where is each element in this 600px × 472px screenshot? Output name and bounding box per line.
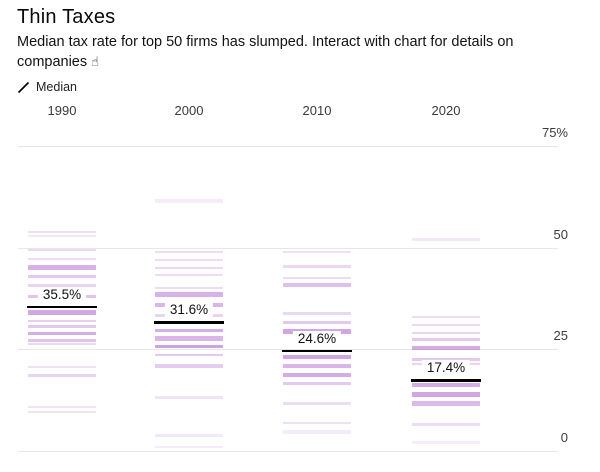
chart-title: Thin Taxes xyxy=(17,6,116,28)
x-category-label: 1990 xyxy=(47,103,77,118)
gridline-50 xyxy=(18,247,558,249)
firm-tax-strip[interactable] xyxy=(28,319,96,322)
firm-tax-strip[interactable] xyxy=(283,355,351,360)
firm-tax-strip[interactable] xyxy=(412,338,480,342)
firm-tax-strip[interactable] xyxy=(155,395,223,399)
x-category-label: 2010 xyxy=(302,103,332,118)
firm-tax-strip[interactable] xyxy=(155,336,223,342)
median-value-label[interactable]: 35.5% xyxy=(37,286,87,302)
firm-tax-strip[interactable] xyxy=(28,339,96,343)
firm-tax-strip[interactable] xyxy=(283,251,351,254)
chart-subtitle: Median tax rate for top 50 firms has slu… xyxy=(17,33,522,72)
firm-tax-strip[interactable] xyxy=(283,430,351,435)
chart-subtitle-text: Median tax rate for top 50 firms has slu… xyxy=(17,34,514,70)
gridline-75 xyxy=(18,146,558,147)
firm-tax-strip[interactable] xyxy=(283,401,351,405)
firm-tax-strip[interactable] xyxy=(155,198,223,203)
firm-tax-strip[interactable] xyxy=(28,235,96,238)
firm-tax-strip[interactable] xyxy=(283,277,351,280)
median-line[interactable] xyxy=(282,349,352,353)
median-line[interactable] xyxy=(27,305,97,309)
firm-tax-strip[interactable] xyxy=(155,286,223,289)
firm-tax-strip[interactable] xyxy=(283,381,351,385)
median-line[interactable] xyxy=(411,379,481,382)
firm-tax-strip[interactable] xyxy=(412,357,480,361)
median-value-label[interactable]: 24.6% xyxy=(292,330,342,346)
median-slash-icon xyxy=(17,81,30,93)
firm-tax-strip[interactable] xyxy=(412,440,480,444)
legend-label: Median xyxy=(36,80,77,94)
firm-tax-strip[interactable] xyxy=(28,325,96,329)
firm-tax-strip[interactable] xyxy=(28,309,96,315)
firm-tax-strip[interactable] xyxy=(28,410,96,413)
firm-tax-strip[interactable] xyxy=(155,328,223,332)
firm-tax-strip[interactable] xyxy=(155,273,223,276)
firm-tax-strip[interactable] xyxy=(155,445,223,448)
firm-tax-strip[interactable] xyxy=(412,316,480,319)
firm-tax-strip[interactable] xyxy=(412,346,480,351)
firm-tax-strip[interactable] xyxy=(155,433,223,437)
firm-tax-strip[interactable] xyxy=(28,331,96,335)
y-tick-label: 25 xyxy=(553,328,568,344)
firm-tax-strip[interactable] xyxy=(412,391,480,397)
firm-tax-strip[interactable] xyxy=(155,345,223,349)
x-category-label: 2000 xyxy=(174,103,204,118)
firm-tax-strip[interactable] xyxy=(28,231,96,234)
firm-tax-strip[interactable] xyxy=(412,401,480,407)
firm-tax-strip[interactable] xyxy=(155,364,223,368)
firm-tax-strip[interactable] xyxy=(28,248,96,251)
y-tick-label: 0 xyxy=(560,430,568,445)
firm-tax-strip[interactable] xyxy=(283,311,351,315)
gridline-0 xyxy=(18,451,558,452)
legend: Median xyxy=(17,80,77,94)
firm-tax-strip[interactable] xyxy=(412,423,480,427)
firm-tax-strip[interactable] xyxy=(155,354,223,357)
firm-tax-strip[interactable] xyxy=(283,372,351,377)
x-category-label: 2020 xyxy=(431,103,461,118)
firm-tax-strip[interactable] xyxy=(28,406,96,409)
y-tick-label: 75% xyxy=(541,125,568,140)
firm-tax-strip[interactable] xyxy=(155,267,223,269)
firm-tax-strip[interactable] xyxy=(155,251,223,254)
firm-tax-strip[interactable] xyxy=(155,258,223,261)
firm-tax-strip[interactable] xyxy=(155,291,223,297)
firm-tax-strip[interactable] xyxy=(28,274,96,278)
firm-tax-strip[interactable] xyxy=(28,366,96,369)
firm-tax-strip[interactable] xyxy=(283,283,351,288)
firm-tax-strip[interactable] xyxy=(412,383,480,388)
tap-interact-icon: ☝ xyxy=(91,54,100,70)
firm-tax-strip[interactable] xyxy=(28,343,96,346)
median-value-label[interactable]: 31.6% xyxy=(164,302,214,318)
firm-tax-strip[interactable] xyxy=(28,264,96,270)
firm-tax-strip[interactable] xyxy=(412,237,480,241)
firm-tax-strip[interactable] xyxy=(283,364,351,368)
firm-tax-strip[interactable] xyxy=(28,257,96,260)
gridline-25 xyxy=(18,349,558,351)
median-line[interactable] xyxy=(154,321,224,324)
firm-tax-strip[interactable] xyxy=(28,373,96,377)
firm-tax-strip[interactable] xyxy=(28,284,96,288)
firm-tax-strip[interactable] xyxy=(412,332,480,335)
firm-tax-strip[interactable] xyxy=(283,264,351,268)
firm-tax-strip[interactable] xyxy=(412,323,480,326)
y-tick-label: 50 xyxy=(553,226,568,242)
median-value-label[interactable]: 17.4% xyxy=(421,360,471,376)
firm-tax-strip[interactable] xyxy=(283,321,351,325)
firm-tax-strip[interactable] xyxy=(283,421,351,424)
